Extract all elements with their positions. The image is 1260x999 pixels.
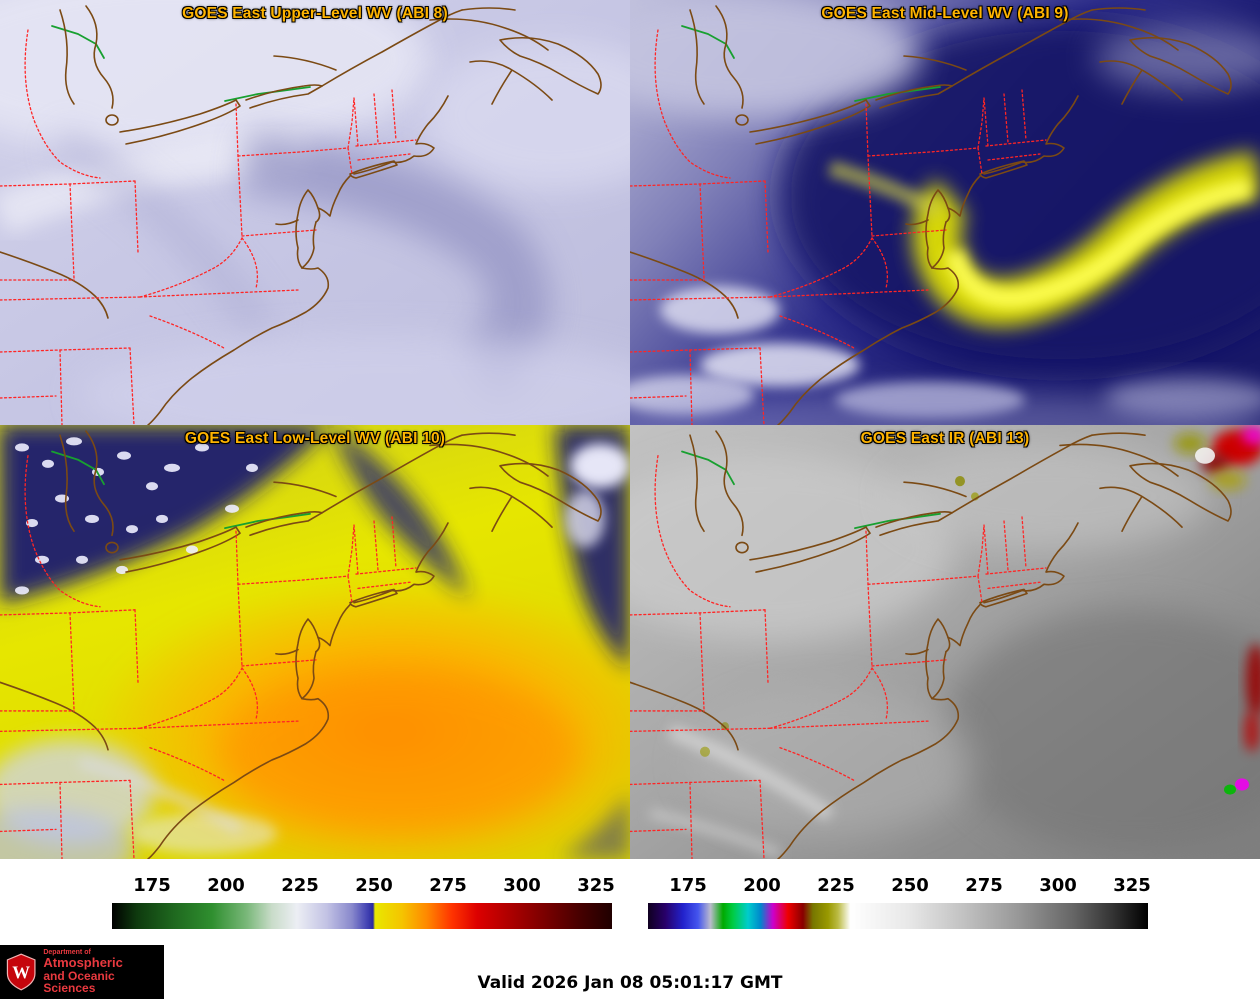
tick-label: 275	[429, 875, 467, 896]
panel-abi9-mid-wv: GOES East Mid-Level WV (ABI 9)	[630, 0, 1260, 425]
tick-label: 225	[281, 875, 319, 896]
tick-label: 225	[817, 875, 855, 896]
logo-dept-line2: and Oceanic Sciences	[43, 968, 115, 996]
panel-abi10-low-wv: GOES East Low-Level WV (ABI 10)	[0, 425, 630, 859]
tick-label: 325	[1113, 875, 1151, 896]
tick-label: 200	[743, 875, 781, 896]
panel-title-abi13: GOES East IR (ABI 13)	[860, 430, 1030, 447]
panel-grid: GOES East Upper-Level WV (ABI 8) GOES	[0, 0, 1260, 859]
panel-abi8-upper-wv: GOES East Upper-Level WV (ABI 8)	[0, 0, 630, 425]
valid-time: Valid 2026 Jan 08 05:01:17 GMT	[477, 973, 783, 993]
tick-label: 275	[965, 875, 1003, 896]
abi8-imagery	[0, 0, 630, 425]
tick-label: 325	[577, 875, 615, 896]
abi13-imagery	[630, 425, 1260, 859]
panel-title-abi10: GOES East Low-Level WV (ABI 10)	[184, 430, 446, 447]
uw-crest-icon: W	[6, 953, 36, 991]
tick-label: 175	[133, 875, 171, 896]
abi9-imagery	[630, 0, 1260, 425]
panel-title-abi9: GOES East Mid-Level WV (ABI 9)	[821, 5, 1069, 22]
wv-colorbar-gradient	[112, 903, 612, 929]
svg-text:W: W	[12, 962, 30, 982]
panel-title-abi8: GOES East Upper-Level WV (ABI 8)	[182, 5, 448, 22]
ir-colorbar: 175 200 225 250 275 300 325	[648, 875, 1151, 929]
colorbar-row: 175 200 225 250 275 300 325 175 200 225 …	[0, 859, 1260, 945]
tick-label: 175	[669, 875, 707, 896]
footer: W Department of Atmospheric and Oceanic …	[0, 945, 1260, 999]
abi10-imagery	[0, 425, 630, 859]
logo-text: Department of Atmospheric and Oceanic Sc…	[43, 949, 164, 995]
tick-label: 250	[355, 875, 393, 896]
logo-dept-line1: Atmospheric	[43, 955, 123, 971]
wv-colorbar-ticks: 175 200 225 250 275 300 325	[112, 875, 615, 901]
wv-colorbar: 175 200 225 250 275 300 325	[112, 875, 615, 929]
tick-label: 200	[207, 875, 245, 896]
panel-abi13-ir: GOES East IR (ABI 13)	[630, 425, 1260, 859]
ir-colorbar-ticks: 175 200 225 250 275 300 325	[648, 875, 1151, 901]
tick-label: 300	[1039, 875, 1077, 896]
uw-aos-logo: W Department of Atmospheric and Oceanic …	[0, 945, 164, 999]
ir-colorbar-gradient	[648, 903, 1148, 929]
tick-label: 300	[503, 875, 541, 896]
tick-label: 250	[891, 875, 929, 896]
logo-dept-small: Department of	[43, 948, 91, 956]
